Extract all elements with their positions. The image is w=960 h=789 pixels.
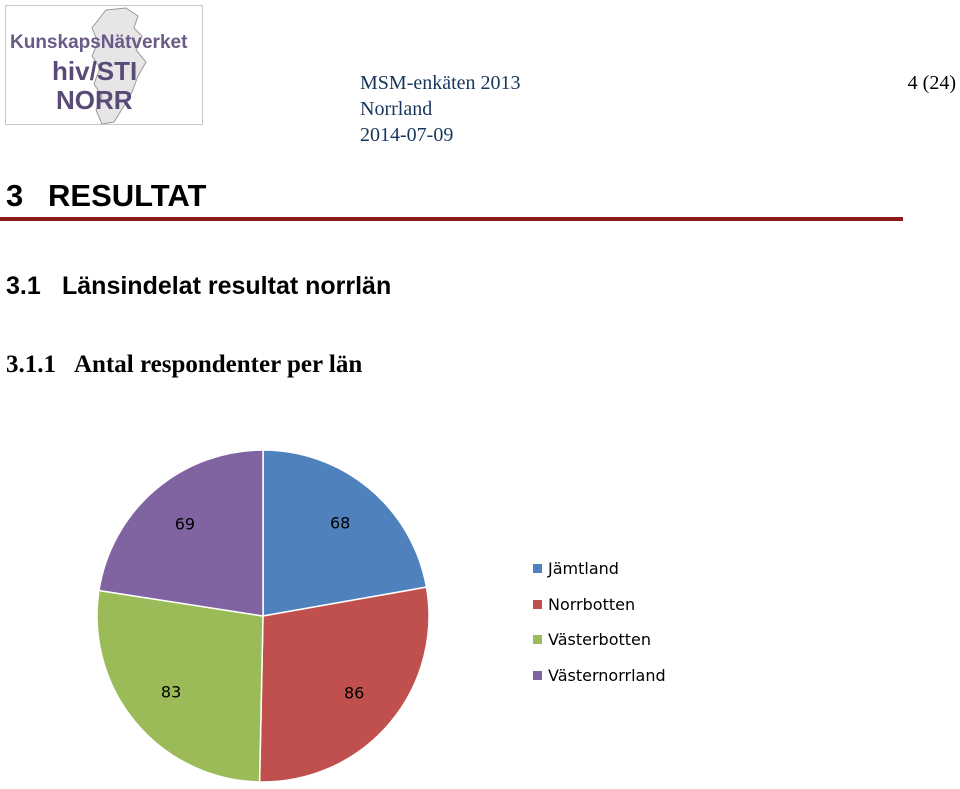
pie-slice-jamtland [262,449,428,617]
pie-chart: 68 86 83 69 [96,449,430,783]
logo-graphic: KunskapsNätverket hiv/STI NORR [10,7,188,124]
legend-label: Västerbotten [548,630,652,650]
legend-label: Jämtland [548,559,619,579]
legend-swatch [533,564,542,574]
legend-item-norrbotten: Norrbotten [533,587,666,623]
legend-swatch [533,670,542,680]
logo-line3: NORR [56,85,133,115]
logo-line1: KunskapsNätverket [10,32,188,53]
legend-item-vasternorrland: Västernorrland [533,658,666,694]
data-label-jamtland: 68 [330,514,350,533]
pie-slice-norrbotten [258,586,430,783]
document-date: 2014-07-09 [360,124,454,146]
heading-1-text: RESULTAT [48,178,207,213]
data-label-vasterbotten: 83 [161,683,181,702]
legend-label: Norrbotten [548,594,636,614]
heading-2: 3.1 Länsindelat resultat norrlän [6,270,391,302]
heading-3-text: Antal respondenter per län [74,351,363,378]
heading-3-number: 3.1.1 [6,351,56,378]
legend-item-jamtland: Jämtland [533,551,666,587]
data-label-vasternorrland: 69 [175,514,195,533]
kunskapsnatverket-logo: KunskapsNätverket hiv/STI NORR [5,5,203,125]
pie-slice-vasterbotten [96,589,264,783]
heading-2-text: Länsindelat resultat norrlän [62,272,392,300]
logo-map-shape [91,7,147,124]
heading-rule [0,217,903,221]
document-title: MSM-enkäten 2013 [360,72,521,94]
heading-1-number: 3 [6,178,24,213]
legend-swatch [533,635,542,645]
pie-slice-vasternorrland [98,449,264,617]
chart-legend: Jämtland Norrbotten Västerbotten Västernorr… [533,551,666,693]
heading-1: 3 RESULTAT [6,177,206,215]
logo-line2: hiv/STI [52,56,137,86]
legend-item-vasterbotten: Västerbotten [533,622,666,658]
legend-label: Västernorrland [548,665,666,685]
legend-swatch [533,599,542,609]
document-region: Norrland [360,98,433,120]
heading-2-number: 3.1 [6,272,41,300]
heading-3: 3.1.1 Antal respondenter per län [6,349,362,381]
document-header: MSM-enkäten 2013 Norrland 2014-07-09 [360,70,521,148]
data-label-norrbotten: 86 [344,684,364,703]
page-number: 4 (24) [907,72,956,94]
